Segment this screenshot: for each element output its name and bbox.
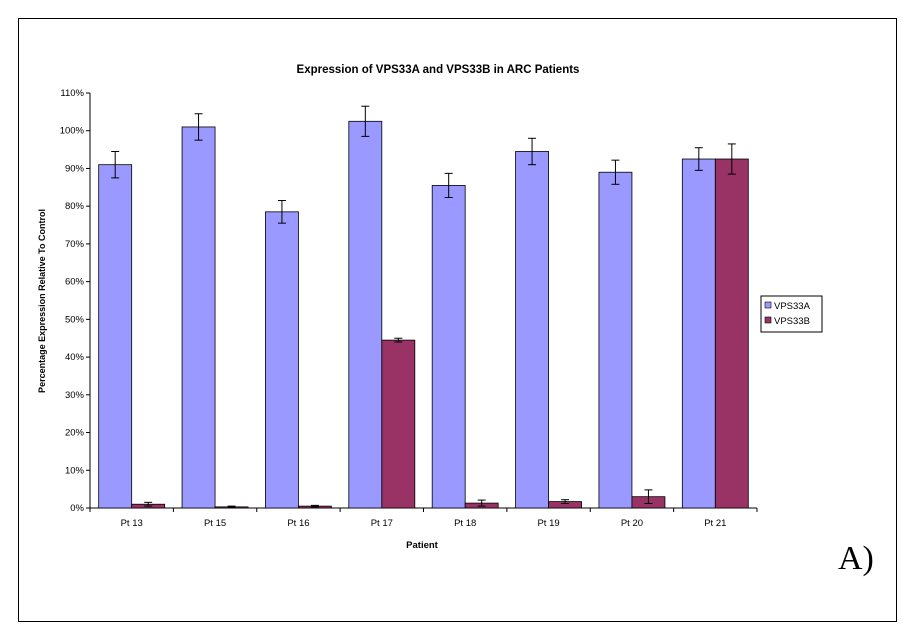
legend: VPS33A VPS33B — [760, 295, 823, 333]
x-tick-label: Pt 16 — [287, 518, 309, 529]
bar-vps33b-pt-17 — [381, 339, 416, 509]
y-axis-label: Percentage Expression Relative To Contro… — [37, 209, 47, 393]
legend-swatch — [764, 316, 772, 324]
y-tick-label: 0% — [70, 503, 84, 514]
y-tick-label: 80% — [65, 201, 85, 212]
bar-vps33a-pt-18 — [431, 185, 466, 509]
legend-label: VPS33B — [774, 316, 810, 327]
y-tick-label: 90% — [65, 163, 85, 174]
legend-label: VPS33A — [774, 301, 811, 312]
bar-vps33a-pt-16 — [265, 211, 299, 509]
legend-swatch — [764, 301, 772, 309]
x-tick-label: Pt 21 — [704, 518, 726, 529]
chart-title: Expression of VPS33A and VPS33B in ARC P… — [297, 64, 580, 76]
bar-vps33a-pt-20 — [598, 171, 633, 509]
bar-vps33a-pt-19 — [515, 151, 549, 509]
y-tick-label: 50% — [65, 314, 85, 325]
x-tick-label: Pt 17 — [371, 518, 393, 529]
y-tick-label: 10% — [65, 465, 85, 476]
x-tick-label: Pt 20 — [621, 518, 643, 529]
bar-vps33a-pt-17 — [348, 120, 383, 509]
x-tick-label: Pt 13 — [121, 518, 143, 529]
x-tick-label: Pt 19 — [537, 518, 559, 529]
y-tick-label: 40% — [65, 352, 85, 363]
error-bars — [111, 105, 736, 509]
bar-vps33a-pt-13 — [98, 164, 133, 509]
bar-vps33a-pt-15 — [181, 126, 216, 509]
bars — [98, 120, 749, 509]
bar-vps33b-pt-21 — [714, 158, 749, 509]
y-tick-label: 70% — [65, 239, 85, 250]
panel-label: A) — [838, 540, 874, 577]
y-tick-label: 110% — [60, 88, 84, 99]
bar-vps33a-pt-21 — [681, 158, 716, 509]
y-tick-label: 20% — [65, 428, 85, 439]
y-tick-label: 60% — [65, 277, 85, 288]
x-axis-label: Patient — [406, 540, 439, 551]
y-tick-label: 100% — [60, 126, 85, 137]
x-tick-label: Pt 18 — [454, 518, 476, 529]
y-tick-label: 30% — [65, 390, 85, 401]
x-tick-label: Pt 15 — [204, 518, 226, 529]
